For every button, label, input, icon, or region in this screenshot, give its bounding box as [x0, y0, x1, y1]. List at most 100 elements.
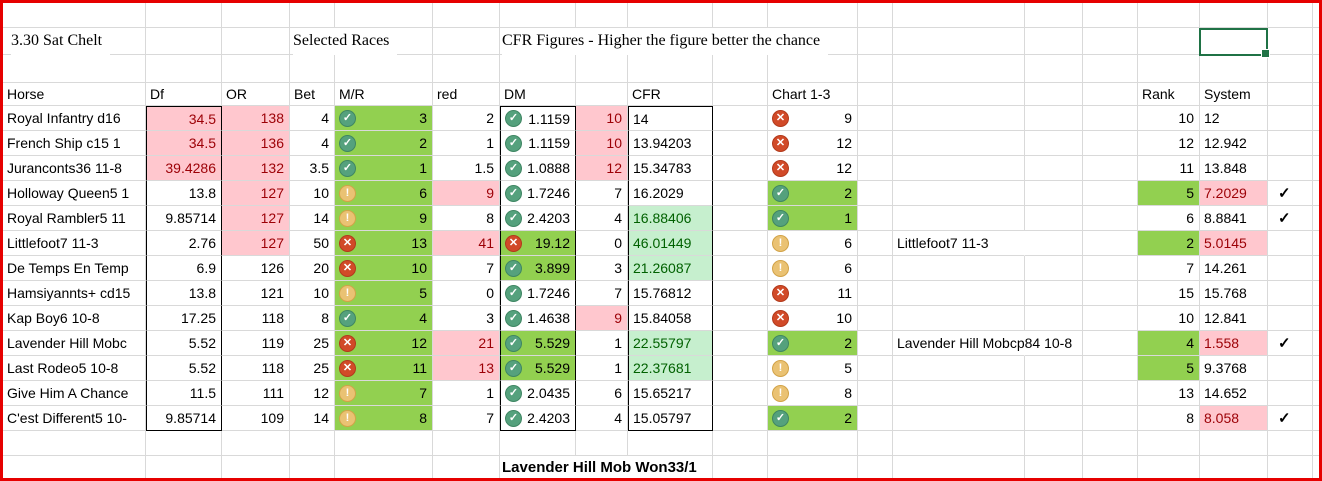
cell-or[interactable]: 127 — [222, 181, 290, 206]
cell-or[interactable]: 121 — [222, 281, 290, 306]
empty-cell[interactable] — [1083, 406, 1138, 431]
empty-cell[interactable] — [576, 55, 628, 83]
empty-cell[interactable] — [713, 431, 768, 456]
cell-red[interactable]: 21 — [433, 331, 500, 356]
empty-cell[interactable] — [1025, 83, 1083, 106]
header-dm[interactable]: DM — [500, 83, 576, 106]
cell-dm[interactable]: ✓ 2.0435 — [500, 381, 576, 406]
empty-cell[interactable] — [1025, 55, 1083, 83]
empty-cell[interactable] — [893, 83, 1025, 106]
empty-cell[interactable] — [433, 3, 500, 28]
cell-cfr[interactable]: 46.01449 — [628, 231, 713, 256]
empty-cell[interactable] — [893, 431, 1025, 456]
cell-chart[interactable]: ! 6 — [768, 256, 858, 281]
empty-cell[interactable] — [713, 331, 768, 356]
cell-red[interactable]: 1 — [433, 131, 500, 156]
cell-note[interactable] — [893, 406, 1025, 431]
cell-horse-name[interactable]: Lavender Hill Mobc — [3, 331, 146, 356]
empty-cell[interactable] — [628, 3, 713, 28]
cell-rank[interactable]: 10 — [1138, 306, 1200, 331]
empty-cell[interactable] — [146, 456, 222, 478]
header-red[interactable]: red — [433, 83, 500, 106]
fill-handle[interactable] — [1261, 49, 1270, 58]
empty-cell[interactable] — [1268, 3, 1313, 28]
empty-cell[interactable] — [576, 83, 628, 106]
cell-chart[interactable]: ✓ 2 — [768, 331, 858, 356]
empty-cell[interactable] — [1313, 28, 1319, 55]
empty-cell[interactable] — [858, 55, 893, 83]
cell-dm-rank[interactable]: 4 — [576, 206, 628, 231]
cell-or[interactable]: 138 — [222, 106, 290, 131]
cell-chart[interactable]: ! 6 — [768, 231, 858, 256]
empty-cell[interactable] — [500, 431, 576, 456]
cell-dm[interactable]: ✓ 1.1159 — [500, 131, 576, 156]
cell-dm[interactable]: ✓ 1.0888 — [500, 156, 576, 181]
cell-df[interactable]: 6.9 — [146, 256, 222, 281]
empty-cell[interactable] — [1025, 356, 1083, 381]
empty-cell[interactable] — [1025, 456, 1083, 478]
empty-cell[interactable] — [858, 3, 893, 28]
empty-cell[interactable] — [768, 3, 858, 28]
empty-cell[interactable] — [433, 55, 500, 83]
cell-bet[interactable]: 25 — [290, 331, 335, 356]
empty-cell[interactable] — [576, 3, 628, 28]
cell-mr[interactable]: ✓ 1 — [335, 156, 433, 181]
cell-bet[interactable]: 12 — [290, 381, 335, 406]
cell-or[interactable]: 132 — [222, 156, 290, 181]
empty-cell[interactable] — [713, 83, 768, 106]
cell-system[interactable]: 15.768 — [1200, 281, 1268, 306]
empty-cell[interactable] — [1138, 28, 1200, 55]
cell-df[interactable]: 13.8 — [146, 181, 222, 206]
empty-cell[interactable] — [768, 55, 858, 83]
empty-cell[interactable] — [858, 306, 893, 331]
cell-cfr[interactable]: 21.26087 — [628, 256, 713, 281]
header-bet[interactable]: Bet — [290, 83, 335, 106]
cell-dm-rank[interactable]: 4 — [576, 406, 628, 431]
cell-tick[interactable]: ✓ — [1268, 406, 1313, 431]
empty-cell[interactable] — [713, 456, 768, 478]
empty-cell[interactable] — [433, 456, 500, 478]
cell-cfr[interactable]: 22.37681 — [628, 356, 713, 381]
cell-rank[interactable]: 15 — [1138, 281, 1200, 306]
empty-cell[interactable] — [1025, 28, 1083, 55]
cell-df[interactable]: 5.52 — [146, 331, 222, 356]
cell-dm[interactable]: ✓ 1.4638 — [500, 306, 576, 331]
empty-cell[interactable] — [1313, 431, 1319, 456]
cell-rank[interactable]: 13 — [1138, 381, 1200, 406]
empty-cell[interactable] — [713, 131, 768, 156]
empty-cell[interactable] — [3, 431, 146, 456]
cell-red[interactable]: 0 — [433, 281, 500, 306]
empty-cell[interactable] — [1313, 456, 1319, 478]
cell-or[interactable]: 109 — [222, 406, 290, 431]
empty-cell[interactable] — [858, 331, 893, 356]
empty-cell[interactable] — [858, 431, 893, 456]
empty-cell[interactable] — [1083, 281, 1138, 306]
empty-cell[interactable] — [858, 106, 893, 131]
empty-cell[interactable] — [1083, 55, 1138, 83]
cell-system[interactable]: 13.848 — [1200, 156, 1268, 181]
cell-dm[interactable]: ✕ 19.12 — [500, 231, 576, 256]
cell-chart[interactable]: ✓ 1 — [768, 206, 858, 231]
empty-cell[interactable] — [1025, 3, 1083, 28]
empty-cell[interactable] — [1083, 156, 1138, 181]
cell-cfr[interactable]: 16.88406 — [628, 206, 713, 231]
race-result-note[interactable]: Lavender Hill Mob Won33/1 — [502, 456, 705, 478]
cell-df[interactable]: 34.5 — [146, 106, 222, 131]
cell-cfr[interactable]: 15.34783 — [628, 156, 713, 181]
cell-horse-name[interactable]: Holloway Queen5 1 — [3, 181, 146, 206]
cell-mr[interactable]: ! 7 — [335, 381, 433, 406]
cell-bet[interactable]: 20 — [290, 256, 335, 281]
empty-cell[interactable] — [146, 431, 222, 456]
empty-cell[interactable] — [628, 456, 713, 478]
empty-cell[interactable] — [222, 3, 290, 28]
cell-chart[interactable]: ✓ 2 — [768, 181, 858, 206]
cell-mr[interactable]: ✓ 4 — [335, 306, 433, 331]
empty-cell[interactable] — [713, 306, 768, 331]
header-mr[interactable]: M/R — [335, 83, 433, 106]
empty-cell[interactable] — [146, 55, 222, 83]
cell-system[interactable]: 12.942 — [1200, 131, 1268, 156]
cell-dm-rank[interactable]: 1 — [576, 331, 628, 356]
cell-note[interactable] — [893, 281, 1025, 306]
cell-note[interactable] — [893, 181, 1025, 206]
cell-horse-name[interactable]: Kap Boy6 10-8 — [3, 306, 146, 331]
